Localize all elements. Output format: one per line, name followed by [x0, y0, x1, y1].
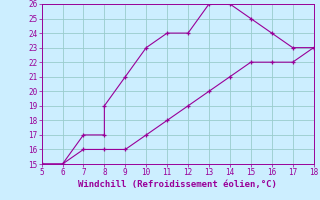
- X-axis label: Windchill (Refroidissement éolien,°C): Windchill (Refroidissement éolien,°C): [78, 180, 277, 189]
